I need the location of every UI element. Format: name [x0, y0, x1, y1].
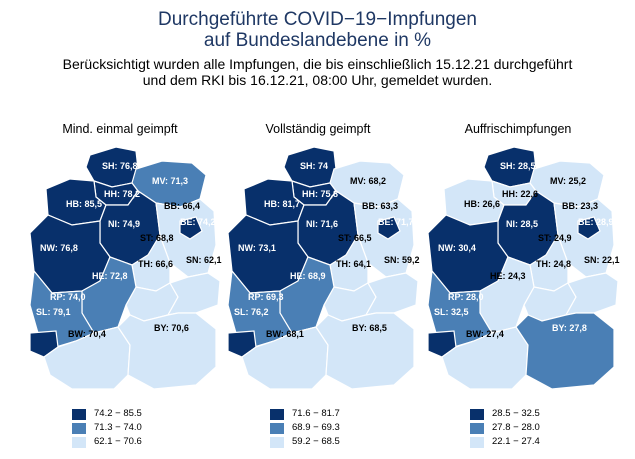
state-label-mv: MV: 71,3: [152, 176, 188, 186]
legend-swatch: [270, 409, 284, 420]
legend-swatch: [72, 423, 86, 434]
state-label-be: BE: 28,9: [578, 217, 614, 227]
state-label-hh: HH: 78,2: [104, 189, 140, 199]
legend-range: 27.8 − 28.0: [492, 422, 540, 433]
map-title-3: Auffrischimpfungen: [464, 122, 572, 136]
state-label-be: BE: 71,7: [378, 217, 414, 227]
state-label-sl: SL: 79,1: [36, 307, 71, 317]
state-label-nw: NW: 30,4: [438, 243, 476, 253]
map-title-2: Vollständig geimpft: [265, 122, 371, 136]
legend-swatch: [470, 423, 484, 434]
legend-range: 28.5 − 32.5: [492, 408, 540, 419]
map-title-1: Mind. einmal geimpft: [62, 122, 178, 136]
state-label-nw: NW: 73,1: [238, 243, 276, 253]
legend-swatch: [72, 437, 86, 448]
state-label-by: BY: 70,6: [154, 323, 189, 333]
state-label-rp: RP: 74,0: [50, 292, 86, 302]
state-label-bw: BW: 70,4: [68, 329, 106, 339]
state-label-hb: HB: 26,6: [464, 199, 500, 209]
state-label-ni: NI: 71,6: [306, 219, 338, 229]
state-label-bb: BB: 23,3: [562, 201, 598, 211]
state-label-sn: SN: 22,1: [584, 255, 620, 265]
page-title-line2: auf Bundeslandebene in %: [203, 30, 432, 51]
state-be: [577, 216, 601, 240]
legend-swatch: [270, 423, 284, 434]
germany-map-3: SH: 28,5 MV: 25,2 HH: 22,6HB: 26,6 NI: 28,5…: [427, 146, 620, 390]
state-label-sl: SL: 76,2: [234, 307, 269, 317]
state-sn: [564, 272, 619, 316]
subtitle-line2: und dem RKI bis 16.12.21, 08:00 Uhr, gem…: [142, 72, 493, 88]
state-label-sl: SL: 32,5: [434, 307, 469, 317]
legend-range: 62.1 − 70.6: [94, 436, 142, 447]
subtitle-line1: Berücksichtigt wurden alle Impfungen, di…: [62, 56, 573, 72]
legend-swatch: [72, 409, 86, 420]
state-label-bb: BB: 66,4: [164, 201, 200, 211]
state-label-bw: BW: 27,4: [466, 329, 504, 339]
state-label-th: TH: 66,6: [138, 259, 173, 269]
state-label-hh: HH: 22,6: [502, 189, 538, 199]
state-label-bw: BW: 68,1: [266, 329, 304, 339]
state-label-sn: SN: 62,1: [186, 255, 222, 265]
state-sn: [364, 272, 419, 316]
state-label-st: ST: 66,5: [338, 233, 372, 243]
state-label-bb: BB: 63,3: [362, 201, 398, 211]
legend-swatch: [270, 437, 284, 448]
state-sn: [166, 272, 221, 316]
state-label-by: BY: 27,8: [552, 323, 587, 333]
state-label-st: ST: 68,8: [140, 233, 174, 243]
germany-map-1: SH: 76,8 MV: 71,3 HH: 78,2HB: 85,5 NI: 74,9…: [29, 146, 222, 390]
state-label-hb: HB: 85,5: [66, 199, 102, 209]
state-label-st: ST: 24,9: [538, 233, 572, 243]
state-by: [515, 312, 615, 390]
state-label-be: BE: 74,2: [180, 217, 216, 227]
state-label-he: HE: 72,8: [92, 271, 128, 281]
state-label-ni: NI: 74,9: [108, 219, 140, 229]
state-by: [117, 312, 217, 390]
legend-range: 71.3 − 74.0: [94, 422, 142, 433]
state-be: [377, 216, 401, 240]
state-be: [179, 216, 203, 240]
state-label-by: BY: 68,5: [352, 323, 387, 333]
state-by: [315, 312, 415, 390]
state-label-ni: NI: 28,5: [506, 219, 538, 229]
legend-range: 59.2 − 68.5: [292, 436, 340, 447]
state-label-nw: NW: 76,8: [40, 243, 78, 253]
state-label-sh: SH: 74: [300, 161, 328, 171]
legend-range: 71.6 − 81.7: [292, 408, 340, 419]
legend-range: 74.2 − 85.5: [94, 408, 142, 419]
state-label-hh: HH: 75,8: [302, 189, 338, 199]
page-title-line1: Durchgeführte COVID−19−Impfungen: [158, 9, 477, 30]
state-label-th: TH: 64,1: [336, 259, 371, 269]
legend-range: 68.9 − 69.3: [292, 422, 340, 433]
state-label-he: HE: 68,9: [290, 271, 326, 281]
state-label-sh: SH: 28,5: [500, 161, 536, 171]
state-label-mv: MV: 25,2: [550, 176, 586, 186]
legend-swatch: [470, 409, 484, 420]
state-label-mv: MV: 68,2: [350, 176, 386, 186]
legend-swatch: [470, 437, 484, 448]
state-label-rp: RP: 69,3: [248, 292, 284, 302]
legend-range: 22.1 − 27.4: [492, 436, 540, 447]
state-label-sh: SH: 76,8: [102, 161, 138, 171]
state-label-th: TH: 24,8: [536, 259, 571, 269]
germany-map-2: SH: 74 MV: 68,2 HH: 75,8HB: 81,7 NI: 71,6 BB…: [227, 146, 420, 390]
state-label-he: HE: 24,3: [490, 271, 526, 281]
state-label-rp: RP: 28,0: [448, 292, 484, 302]
state-label-sn: SN: 59,2: [384, 255, 420, 265]
state-label-hb: HB: 81,7: [264, 199, 300, 209]
